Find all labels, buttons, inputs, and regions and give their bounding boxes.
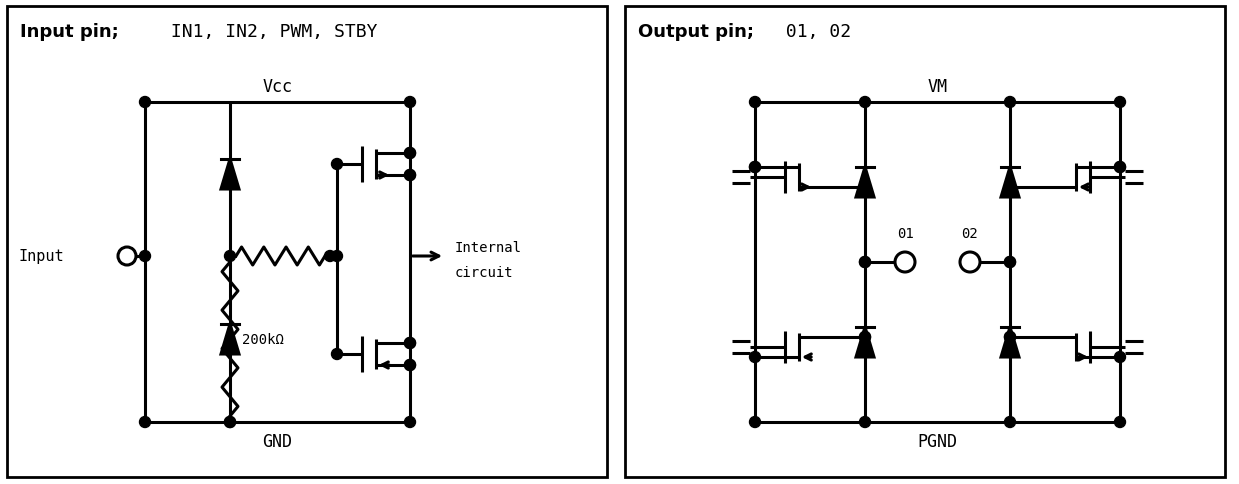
Circle shape	[750, 162, 761, 173]
Circle shape	[1005, 182, 1016, 193]
Polygon shape	[856, 167, 873, 197]
Circle shape	[860, 182, 871, 193]
Text: GND: GND	[263, 432, 292, 450]
Bar	[624, 7, 1225, 477]
Circle shape	[960, 253, 980, 272]
Circle shape	[140, 251, 150, 262]
Circle shape	[404, 97, 415, 108]
Circle shape	[140, 417, 150, 428]
Circle shape	[1005, 417, 1016, 428]
Polygon shape	[1001, 327, 1018, 357]
Text: Output pin;: Output pin;	[638, 23, 755, 41]
Circle shape	[404, 417, 415, 428]
Text: Input pin;: Input pin;	[20, 23, 119, 41]
Circle shape	[404, 148, 415, 159]
Circle shape	[332, 159, 342, 170]
Text: Input: Input	[19, 249, 63, 264]
Circle shape	[1005, 332, 1016, 343]
Text: 01: 01	[897, 227, 913, 241]
Text: Vcc: Vcc	[263, 78, 292, 96]
Circle shape	[325, 251, 336, 262]
Circle shape	[750, 352, 761, 363]
Text: 200kΩ: 200kΩ	[242, 333, 284, 346]
Circle shape	[404, 170, 415, 181]
Circle shape	[1115, 417, 1125, 428]
Text: 02: 02	[961, 227, 979, 241]
Circle shape	[860, 257, 871, 268]
Circle shape	[1005, 97, 1016, 108]
Circle shape	[1115, 97, 1125, 108]
Text: PGND: PGND	[918, 432, 958, 450]
Text: 01, 02: 01, 02	[776, 23, 851, 41]
Circle shape	[860, 417, 871, 428]
Polygon shape	[221, 324, 239, 354]
Circle shape	[332, 349, 342, 360]
Circle shape	[860, 332, 871, 343]
Circle shape	[224, 417, 235, 428]
Circle shape	[404, 148, 415, 159]
Circle shape	[1115, 162, 1125, 173]
Circle shape	[404, 338, 415, 349]
Text: VM: VM	[928, 78, 948, 96]
Circle shape	[860, 257, 871, 268]
Circle shape	[404, 360, 415, 371]
Polygon shape	[1001, 167, 1018, 197]
Circle shape	[1115, 162, 1125, 173]
Text: Internal: Internal	[455, 241, 522, 255]
Circle shape	[750, 417, 761, 428]
Circle shape	[332, 251, 342, 262]
Bar	[7, 7, 607, 477]
Circle shape	[404, 338, 415, 349]
Circle shape	[224, 251, 235, 262]
Circle shape	[140, 97, 150, 108]
Circle shape	[860, 332, 871, 343]
Circle shape	[404, 170, 415, 181]
Circle shape	[404, 360, 415, 371]
Circle shape	[860, 182, 871, 193]
Text: IN1, IN2, PWM, STBY: IN1, IN2, PWM, STBY	[160, 23, 378, 41]
Circle shape	[224, 417, 235, 428]
Polygon shape	[856, 327, 873, 357]
Circle shape	[750, 162, 761, 173]
Text: circuit: circuit	[455, 265, 514, 279]
Circle shape	[860, 97, 871, 108]
Circle shape	[895, 253, 914, 272]
Circle shape	[1005, 332, 1016, 343]
Circle shape	[1005, 257, 1016, 268]
Circle shape	[118, 247, 136, 265]
Circle shape	[750, 97, 761, 108]
Circle shape	[1115, 352, 1125, 363]
Circle shape	[1005, 182, 1016, 193]
Circle shape	[1005, 257, 1016, 268]
Polygon shape	[221, 160, 239, 190]
